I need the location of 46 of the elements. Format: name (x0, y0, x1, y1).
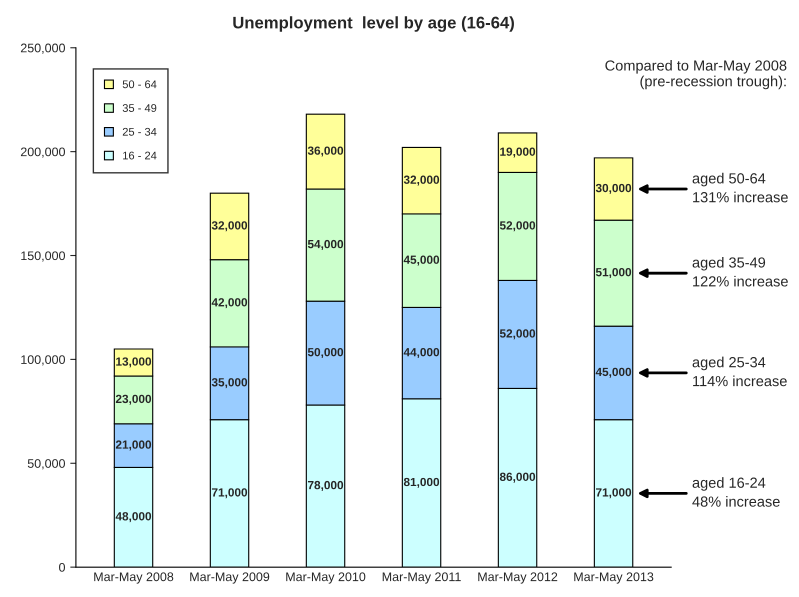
y-tick-label: 250,000 (20, 44, 66, 54)
data-label: 48,000 (116, 512, 152, 522)
data-label: 78,000 (308, 480, 344, 492)
x-tick-label: Mar-May 2008 (94, 572, 174, 584)
data-label: 45,000 (596, 368, 632, 378)
x-tick-label: Mar-May 2013 (574, 572, 654, 584)
text: aged 50-64 131% increase (692, 172, 788, 202)
data-label: 86,000 (500, 472, 536, 483)
x-tick-label: Mar-May 2009 (190, 572, 270, 584)
data-label: 32,000 (212, 221, 248, 232)
annotation: Compared to Mar-May 2008 (pre-recession trough): (605, 60, 786, 90)
data-label: 45,000 (404, 256, 440, 266)
x-tick-label: Mar-May 2012 (478, 572, 558, 584)
y-tick-label: 150,000 (21, 251, 66, 262)
data-label: 44,000 (404, 348, 440, 358)
legend-label: 25 - 34 (122, 128, 157, 136)
data-label: 19,000 (500, 147, 536, 158)
text: aged 16-24 48% increase (692, 477, 780, 507)
legend-label: 50 - 64 (122, 80, 157, 88)
data-label: 52,000 (500, 329, 536, 340)
data-label: 36,000 (308, 146, 344, 157)
data-label: 71,000 (596, 488, 632, 498)
y-tick-label: 0 (59, 562, 65, 572)
x-tick-label: Mar-May 2011 (382, 572, 461, 584)
text: aged 25-34 114% increase (692, 356, 787, 386)
y-tick-label: 100,000 (21, 355, 66, 366)
y-tick-label: 50,000 (28, 459, 66, 470)
legend-label: 16 - 24 (123, 152, 157, 160)
data-label: 52,000 (500, 221, 536, 232)
data-label: 71,000 (212, 488, 248, 498)
chart-title: Unemployment level by age (16-64) (233, 16, 514, 32)
data-label: 42,000 (212, 298, 248, 308)
data-label: 32,000 (404, 176, 440, 186)
data-label: 54,000 (308, 240, 344, 250)
data-label: 50,000 (308, 348, 344, 358)
legend-label: 35 - 49 (122, 104, 156, 112)
x-tick-label: Mar-May 2010 (286, 572, 366, 584)
text: aged 35-49 122% increase (692, 256, 788, 287)
data-label: 30,000 (596, 184, 632, 194)
data-label: 13,000 (116, 357, 152, 368)
data-label: 51,000 (596, 268, 632, 278)
data-label: 81,000 (404, 478, 440, 488)
y-tick-label: 200,000 (20, 147, 66, 158)
data-label: 35,000 (212, 378, 248, 388)
data-label: 21,000 (116, 440, 152, 450)
data-label: 23,000 (116, 394, 152, 405)
